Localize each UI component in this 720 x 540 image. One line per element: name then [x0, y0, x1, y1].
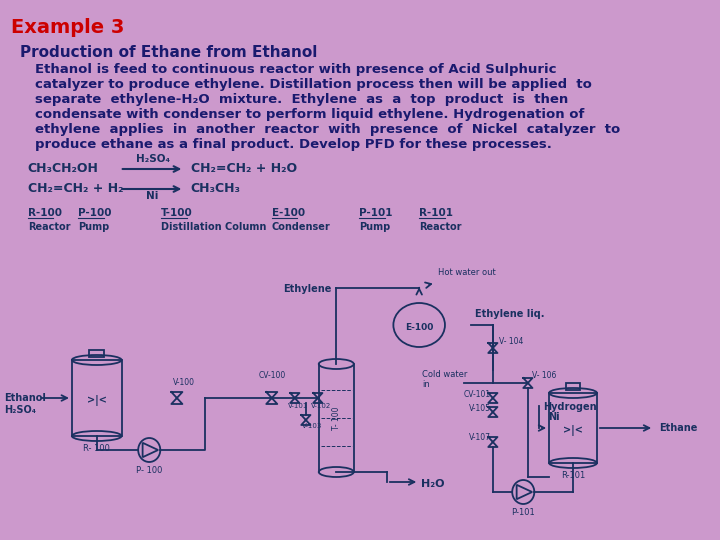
Text: V-100: V-100 — [174, 378, 195, 387]
Text: V-105: V-105 — [469, 404, 491, 413]
Text: CV-100: CV-100 — [259, 371, 286, 380]
Text: CH₂=CH₂ + H₂O: CH₂=CH₂ + H₂O — [191, 162, 297, 175]
Text: P-100: P-100 — [78, 208, 112, 218]
Bar — [549, 393, 597, 463]
Text: Ethylene liq.: Ethylene liq. — [475, 309, 545, 319]
Bar — [89, 350, 104, 357]
Text: H₂SO₄: H₂SO₄ — [4, 405, 37, 415]
Text: Example 3: Example 3 — [11, 18, 125, 37]
Text: ethylene  applies  in  another  reactor  with  presence  of  Nickel  catalyzer  : ethylene applies in another reactor with… — [35, 123, 620, 136]
Text: Reactor: Reactor — [419, 222, 462, 232]
Text: Ethane: Ethane — [659, 423, 697, 433]
Text: T-100: T-100 — [161, 208, 193, 218]
Text: V-102: V-102 — [311, 403, 332, 409]
Text: catalyzer to produce ethylene. Distillation process then will be applied  to: catalyzer to produce ethylene. Distillat… — [35, 78, 592, 91]
Text: Pump: Pump — [359, 222, 390, 232]
Text: Distillation Column: Distillation Column — [161, 222, 266, 232]
Text: R- 100: R- 100 — [84, 444, 110, 453]
Text: Ni: Ni — [145, 191, 158, 201]
Text: R-101: R-101 — [419, 208, 453, 218]
Text: Hot water out: Hot water out — [438, 268, 495, 277]
Bar — [566, 383, 580, 390]
Text: Ni: Ni — [548, 412, 559, 422]
Text: E-100: E-100 — [405, 322, 433, 332]
Bar — [72, 360, 122, 436]
Text: Condenser: Condenser — [271, 222, 330, 232]
Text: T- 100: T- 100 — [332, 406, 341, 430]
Text: Production of Ethane from Ethanol: Production of Ethane from Ethanol — [20, 45, 318, 60]
Text: R-100: R-100 — [27, 208, 62, 218]
Text: V- 106: V- 106 — [531, 371, 556, 380]
Text: E-100: E-100 — [271, 208, 305, 218]
Text: condensate with condenser to perform liquid ethylene. Hydrogenation of: condensate with condenser to perform liq… — [35, 108, 585, 121]
Text: in: in — [422, 380, 430, 389]
Text: Ethylene: Ethylene — [283, 284, 332, 294]
Text: separate  ethylene-H₂O  mixture.  Ethylene  as  a  top  product  is  then: separate ethylene-H₂O mixture. Ethylene … — [35, 93, 568, 106]
Text: H₂SO₄: H₂SO₄ — [136, 154, 171, 164]
Text: Reactor: Reactor — [27, 222, 70, 232]
Text: CV-101: CV-101 — [464, 390, 490, 399]
Text: V-103: V-103 — [302, 423, 323, 429]
Text: Cold water: Cold water — [422, 370, 467, 379]
Text: P-101: P-101 — [511, 508, 535, 517]
Text: CH₃CH₃: CH₃CH₃ — [191, 182, 240, 195]
Text: Ethanol is feed to continuous reactor with presence of Acid Sulphuric: Ethanol is feed to continuous reactor wi… — [35, 63, 557, 76]
Text: >|<: >|< — [87, 395, 107, 406]
Text: Hydrogen: Hydrogen — [544, 402, 597, 412]
Text: CH₃CH₂OH: CH₃CH₂OH — [27, 162, 99, 175]
Text: P- 100: P- 100 — [136, 466, 163, 475]
Text: V-107: V-107 — [469, 433, 491, 442]
Text: V-101: V-101 — [288, 403, 309, 409]
Text: R-101: R-101 — [561, 471, 585, 480]
Text: produce ethane as a final product. Develop PFD for these processes.: produce ethane as a final product. Devel… — [35, 138, 552, 151]
Text: Ethanol: Ethanol — [4, 393, 47, 403]
Text: >|<: >|< — [563, 424, 583, 435]
Text: H₂O: H₂O — [421, 479, 444, 489]
Text: Pump: Pump — [78, 222, 109, 232]
Text: P-101: P-101 — [359, 208, 393, 218]
Text: CH₂=CH₂ + H₂: CH₂=CH₂ + H₂ — [27, 182, 123, 195]
Text: V- 104: V- 104 — [499, 337, 523, 346]
